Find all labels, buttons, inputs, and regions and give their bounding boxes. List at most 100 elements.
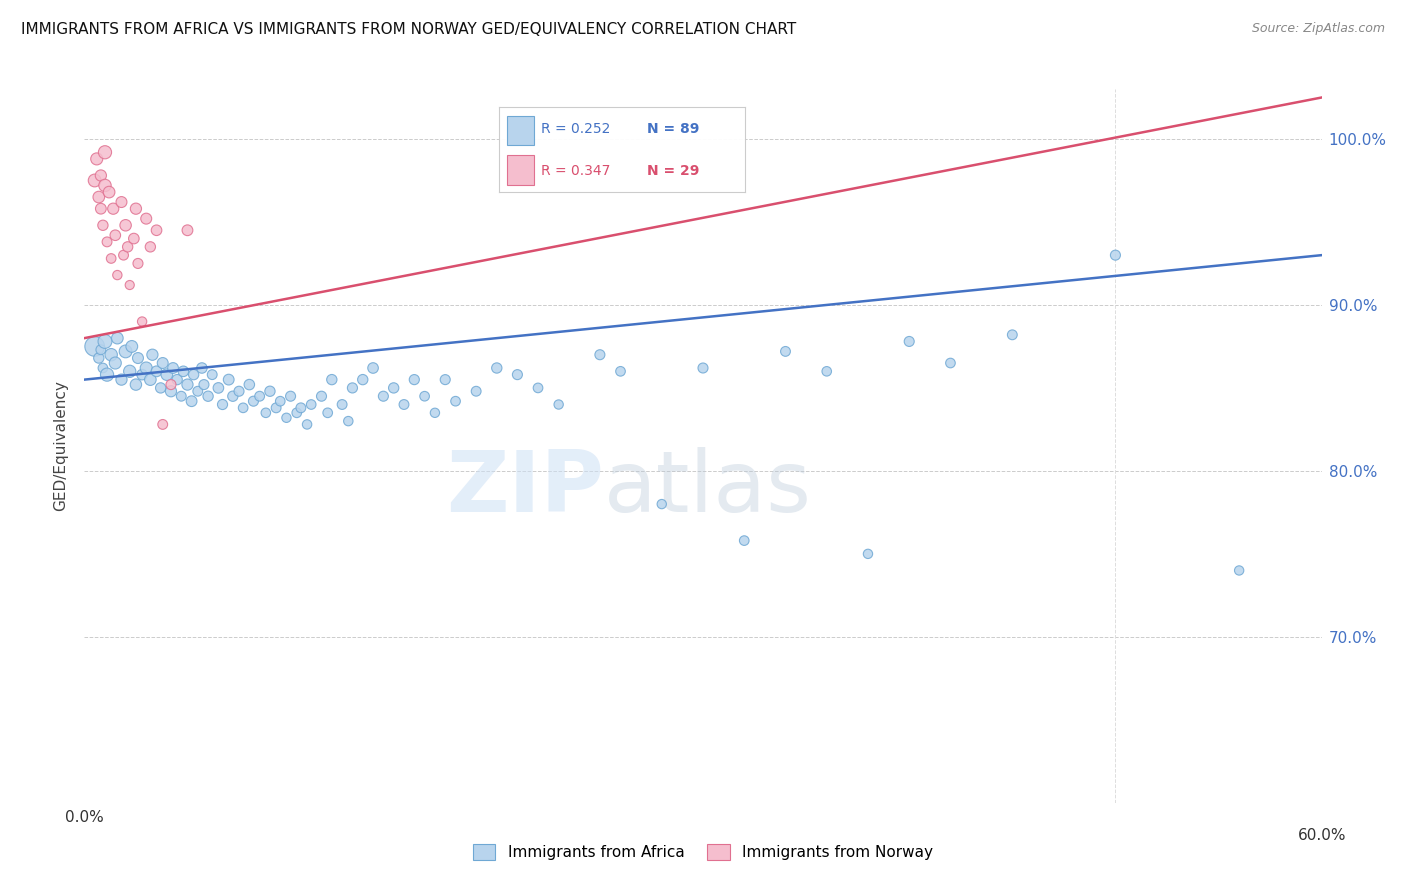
- Point: [104, 228, 127, 243]
- Point: [94, 334, 117, 349]
- Point: [176, 377, 198, 392]
- Point: [117, 240, 139, 254]
- Point: [152, 356, 174, 370]
- Point: [692, 361, 714, 376]
- Point: [187, 384, 209, 399]
- Point: [166, 373, 188, 387]
- Point: [1227, 564, 1250, 578]
- Point: [131, 314, 153, 328]
- Point: [131, 368, 153, 382]
- Point: [299, 397, 322, 411]
- Point: [87, 190, 110, 204]
- Point: [96, 368, 118, 382]
- Point: [361, 361, 384, 376]
- Point: [145, 223, 167, 237]
- Point: [86, 152, 108, 166]
- Point: [259, 384, 281, 399]
- Point: [118, 364, 141, 378]
- Point: [152, 417, 174, 432]
- Text: 60.0%: 60.0%: [1298, 828, 1346, 843]
- Point: [135, 361, 157, 376]
- Point: [125, 202, 148, 216]
- Point: [311, 389, 333, 403]
- Point: [211, 397, 233, 411]
- Text: R = 0.347: R = 0.347: [541, 163, 610, 178]
- Point: [160, 384, 183, 399]
- Point: [527, 381, 550, 395]
- Point: [104, 356, 127, 370]
- Point: [110, 373, 132, 387]
- Point: [373, 389, 395, 403]
- Point: [249, 389, 271, 403]
- Point: [125, 377, 148, 392]
- Point: [103, 202, 125, 216]
- Point: [139, 240, 162, 254]
- Point: [127, 256, 149, 270]
- Point: [176, 223, 198, 237]
- Point: [337, 414, 360, 428]
- Point: [193, 377, 215, 392]
- Point: [141, 348, 163, 362]
- Point: [96, 235, 118, 249]
- Point: [547, 397, 569, 411]
- Point: [775, 344, 797, 359]
- Point: [290, 401, 312, 415]
- Point: [264, 401, 287, 415]
- Point: [87, 351, 110, 365]
- Point: [316, 406, 339, 420]
- Point: [295, 417, 318, 432]
- FancyBboxPatch shape: [506, 155, 534, 185]
- Point: [83, 173, 105, 187]
- Point: [183, 368, 205, 382]
- Point: [139, 373, 162, 387]
- Point: [242, 394, 264, 409]
- Y-axis label: GED/Equivalency: GED/Equivalency: [53, 381, 69, 511]
- Point: [1001, 327, 1024, 342]
- Point: [815, 364, 838, 378]
- Point: [423, 406, 446, 420]
- Text: N = 89: N = 89: [647, 122, 699, 136]
- Legend: Immigrants from Africa, Immigrants from Norway: Immigrants from Africa, Immigrants from …: [467, 838, 939, 866]
- Text: N = 29: N = 29: [647, 163, 699, 178]
- Point: [382, 381, 405, 395]
- Text: atlas: atlas: [605, 447, 813, 531]
- Point: [180, 394, 202, 409]
- FancyBboxPatch shape: [506, 116, 534, 145]
- Point: [110, 195, 132, 210]
- Point: [444, 394, 467, 409]
- Point: [285, 406, 308, 420]
- Text: IMMIGRANTS FROM AFRICA VS IMMIGRANTS FROM NORWAY GED/EQUIVALENCY CORRELATION CHA: IMMIGRANTS FROM AFRICA VS IMMIGRANTS FRO…: [21, 22, 796, 37]
- Point: [118, 278, 141, 293]
- Point: [465, 384, 488, 399]
- Point: [114, 344, 136, 359]
- Point: [98, 185, 121, 199]
- Point: [172, 364, 194, 378]
- Point: [170, 389, 193, 403]
- Point: [321, 373, 343, 387]
- Point: [91, 361, 114, 376]
- Point: [135, 211, 157, 226]
- Point: [228, 384, 250, 399]
- Point: [898, 334, 921, 349]
- Text: Source: ZipAtlas.com: Source: ZipAtlas.com: [1251, 22, 1385, 36]
- Point: [269, 394, 291, 409]
- Text: ZIP: ZIP: [446, 447, 605, 531]
- Point: [352, 373, 374, 387]
- Point: [280, 389, 302, 403]
- Point: [145, 364, 167, 378]
- Point: [254, 406, 277, 420]
- Point: [100, 348, 122, 362]
- Point: [342, 381, 364, 395]
- Point: [162, 361, 184, 376]
- Point: [160, 377, 183, 392]
- Point: [506, 368, 529, 382]
- Point: [589, 348, 612, 362]
- Point: [434, 373, 457, 387]
- Point: [83, 339, 105, 353]
- Point: [149, 381, 172, 395]
- Point: [91, 219, 114, 233]
- Point: [105, 268, 128, 282]
- Point: [609, 364, 631, 378]
- Point: [112, 248, 135, 262]
- Point: [232, 401, 254, 415]
